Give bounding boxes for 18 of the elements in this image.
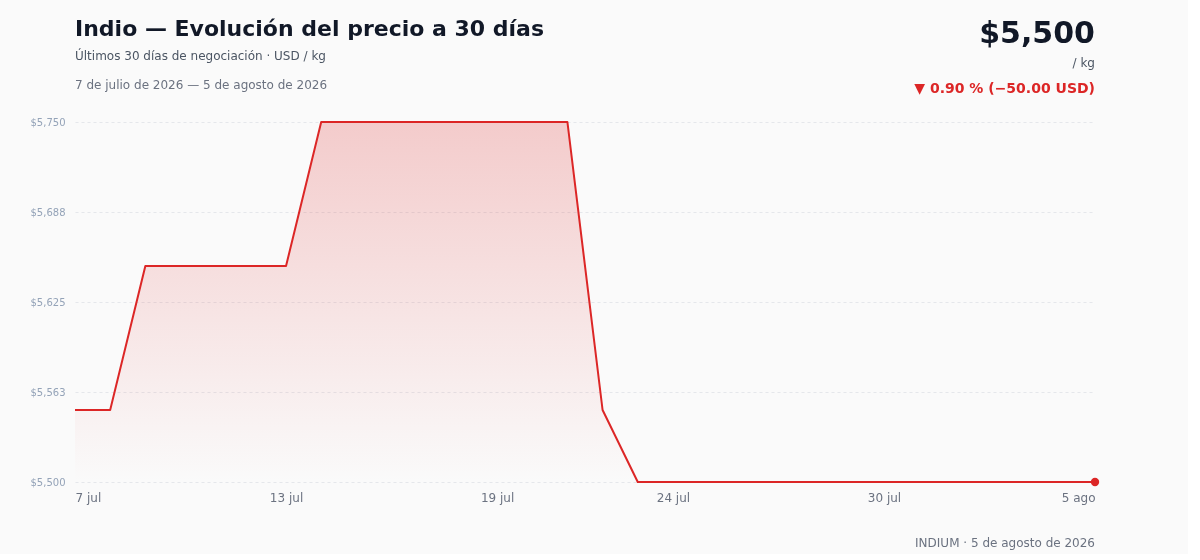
y-tick-label: $5,563: [30, 386, 66, 398]
text: INDIUM · 5 de agosto de 2026: [915, 536, 1095, 550]
y-tick-label: $5,750: [30, 116, 66, 128]
text: ▼ 0.90 % (−50.00 USD): [914, 80, 1095, 96]
x-tick-label: 13 jul: [269, 490, 304, 505]
x-tick-label: 30 jul: [867, 490, 902, 505]
x-tick-label: 5 ago: [1061, 490, 1096, 505]
y-tick-label: $5,688: [30, 206, 66, 218]
text: $5,500: [979, 15, 1095, 50]
x-tick-label: 19 jul: [480, 490, 515, 505]
y-tick-label: $5,625: [30, 296, 66, 308]
x-tick-label: 24 jul: [656, 490, 691, 505]
text: / kg: [1072, 56, 1095, 70]
text: 7 de julio de 2026 — 5 de agosto de 2026: [75, 78, 328, 92]
x-tick-label: 7 jul: [75, 490, 102, 505]
chart-title: Indio — Evolución del precio a 30 días: [75, 16, 545, 41]
y-tick-label: $5,500: [30, 476, 66, 488]
chart-subtitle: Últimos 30 días de negociación · USD / kg: [75, 48, 326, 63]
